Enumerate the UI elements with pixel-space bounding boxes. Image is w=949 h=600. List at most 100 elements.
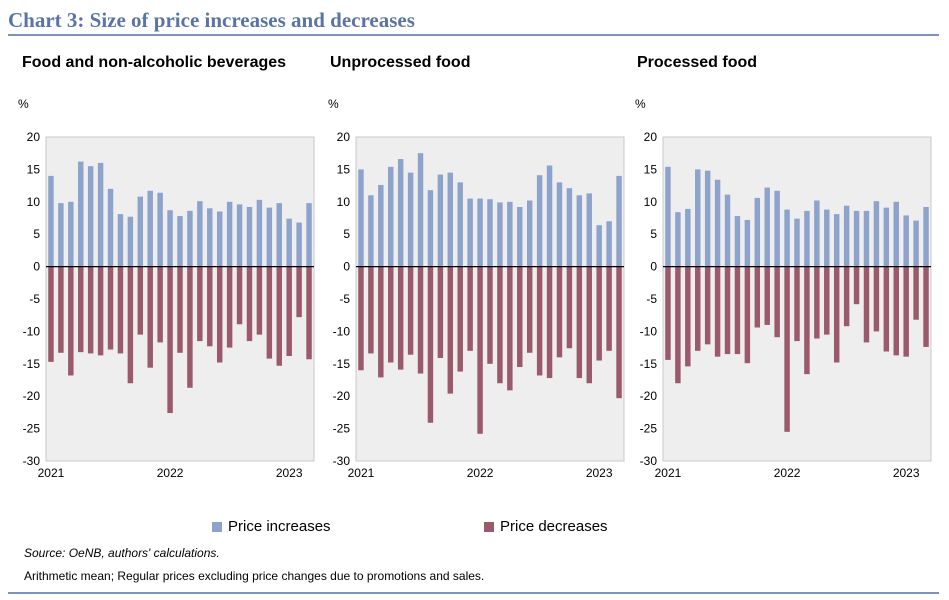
legend-decreases: Price decreases	[484, 518, 608, 535]
bar-decrease	[236, 266, 243, 325]
bar-increase	[147, 190, 153, 267]
bar-increase	[784, 209, 790, 267]
bar-increase	[107, 188, 114, 267]
x-tick-label: 2021	[655, 466, 682, 480]
bar-increase	[117, 214, 124, 267]
source-note: Source: OeNB, authors' calculations.	[24, 546, 220, 560]
bar-increase	[883, 207, 890, 267]
y-tick-label: 5	[33, 227, 40, 241]
bar-increase	[397, 159, 404, 267]
bar-decrease	[58, 266, 64, 353]
bar-decrease	[665, 266, 671, 360]
y-tick-label: 0	[650, 260, 657, 274]
bar-increase	[378, 184, 384, 267]
y-tick-label: -10	[640, 324, 658, 338]
bar-decrease	[97, 266, 104, 356]
bar-decrease	[517, 266, 523, 368]
bar-increase	[187, 210, 193, 267]
y-tick-label: 10	[27, 195, 41, 209]
legend-increases: Price increases	[212, 518, 331, 535]
bar-increase	[586, 193, 592, 267]
bar-increase	[388, 166, 394, 267]
y-axis-label: %	[635, 97, 646, 111]
bar-increase	[754, 197, 761, 267]
bar-increase	[764, 187, 770, 267]
bar-decrease	[863, 266, 870, 343]
bar-decrease	[616, 266, 622, 399]
bar-decrease	[596, 266, 602, 361]
bar-increase	[843, 205, 850, 267]
y-tick-label: -15	[640, 357, 658, 371]
panel-title: Food and non-alcoholic beverages	[22, 54, 287, 71]
bar-increase	[358, 169, 364, 267]
bar-increase	[58, 203, 64, 267]
bar-increase	[526, 200, 533, 267]
x-tick-label: 2021	[38, 466, 65, 480]
bar-decrease	[576, 266, 583, 379]
bar-increase	[695, 169, 701, 267]
x-tick-label: 2023	[586, 466, 613, 480]
bar-increase	[576, 195, 583, 267]
bar-increase	[216, 211, 223, 267]
bar-decrease	[286, 266, 292, 357]
bar-decrease	[117, 266, 124, 354]
bar-increase	[853, 210, 860, 267]
y-tick-label: -25	[333, 422, 351, 436]
bar-decrease	[246, 266, 253, 342]
bar-increase	[536, 175, 543, 267]
x-tick-label: 2021	[348, 466, 375, 480]
bar-decrease	[427, 266, 434, 423]
bar-increase	[137, 196, 144, 267]
y-tick-label: -5	[339, 292, 350, 306]
chart-title: Chart 3: Size of price increases and dec…	[8, 8, 415, 32]
bar-decrease	[368, 266, 374, 354]
bar-increase	[286, 218, 292, 267]
bar-increase	[48, 175, 54, 267]
bar-decrease	[306, 266, 312, 360]
bar-decrease	[714, 266, 721, 357]
bar-increase	[704, 170, 711, 267]
bar-increase	[457, 182, 463, 267]
bar-increase	[197, 201, 203, 267]
panel-processed-food: Processed food % 20 15 10 5 0 -5 -10 -15 -20 -25 -3…	[627, 50, 939, 500]
y-tick-label: -30	[640, 454, 658, 468]
bar-decrease	[754, 266, 761, 328]
bar-increase	[266, 207, 273, 267]
y-tick-label: 0	[33, 260, 40, 274]
y-tick-label: 10	[337, 195, 351, 209]
bar-decrease	[157, 266, 163, 343]
bar-increase	[427, 190, 434, 267]
bar-decrease	[388, 266, 394, 363]
top-rule	[8, 34, 939, 36]
y-axis-label: %	[328, 97, 339, 111]
y-tick-label: -25	[23, 422, 41, 436]
bar-increase	[236, 204, 243, 267]
bar-increase	[606, 221, 612, 267]
bar-decrease	[417, 266, 424, 374]
bar-increase	[467, 198, 473, 267]
bar-increase	[824, 209, 830, 267]
bottom-rule	[8, 592, 939, 594]
bar-decrease	[78, 266, 84, 353]
bar-decrease	[824, 266, 830, 335]
bar-decrease	[556, 266, 563, 358]
bar-decrease	[774, 266, 780, 338]
bar-decrease	[397, 266, 404, 370]
legend-swatch-decreases	[484, 521, 494, 532]
legend-label-decreases: Price decreases	[500, 518, 608, 535]
panel-title: Unprocessed food	[330, 54, 471, 71]
y-tick-label: -30	[333, 454, 351, 468]
bar-increase	[566, 188, 573, 267]
bar-increase	[296, 222, 302, 267]
panel-food-beverages: Food and non-alcoholic beverages % 20 15 10…	[10, 50, 322, 500]
bar-increase	[814, 200, 820, 267]
bar-increase	[596, 225, 602, 267]
bar-decrease	[197, 266, 203, 342]
bar-decrease	[216, 266, 223, 363]
y-tick-label: -25	[640, 422, 658, 436]
bar-decrease	[276, 266, 282, 366]
x-tick-label: 2023	[276, 466, 303, 480]
bar-increase	[517, 206, 523, 267]
